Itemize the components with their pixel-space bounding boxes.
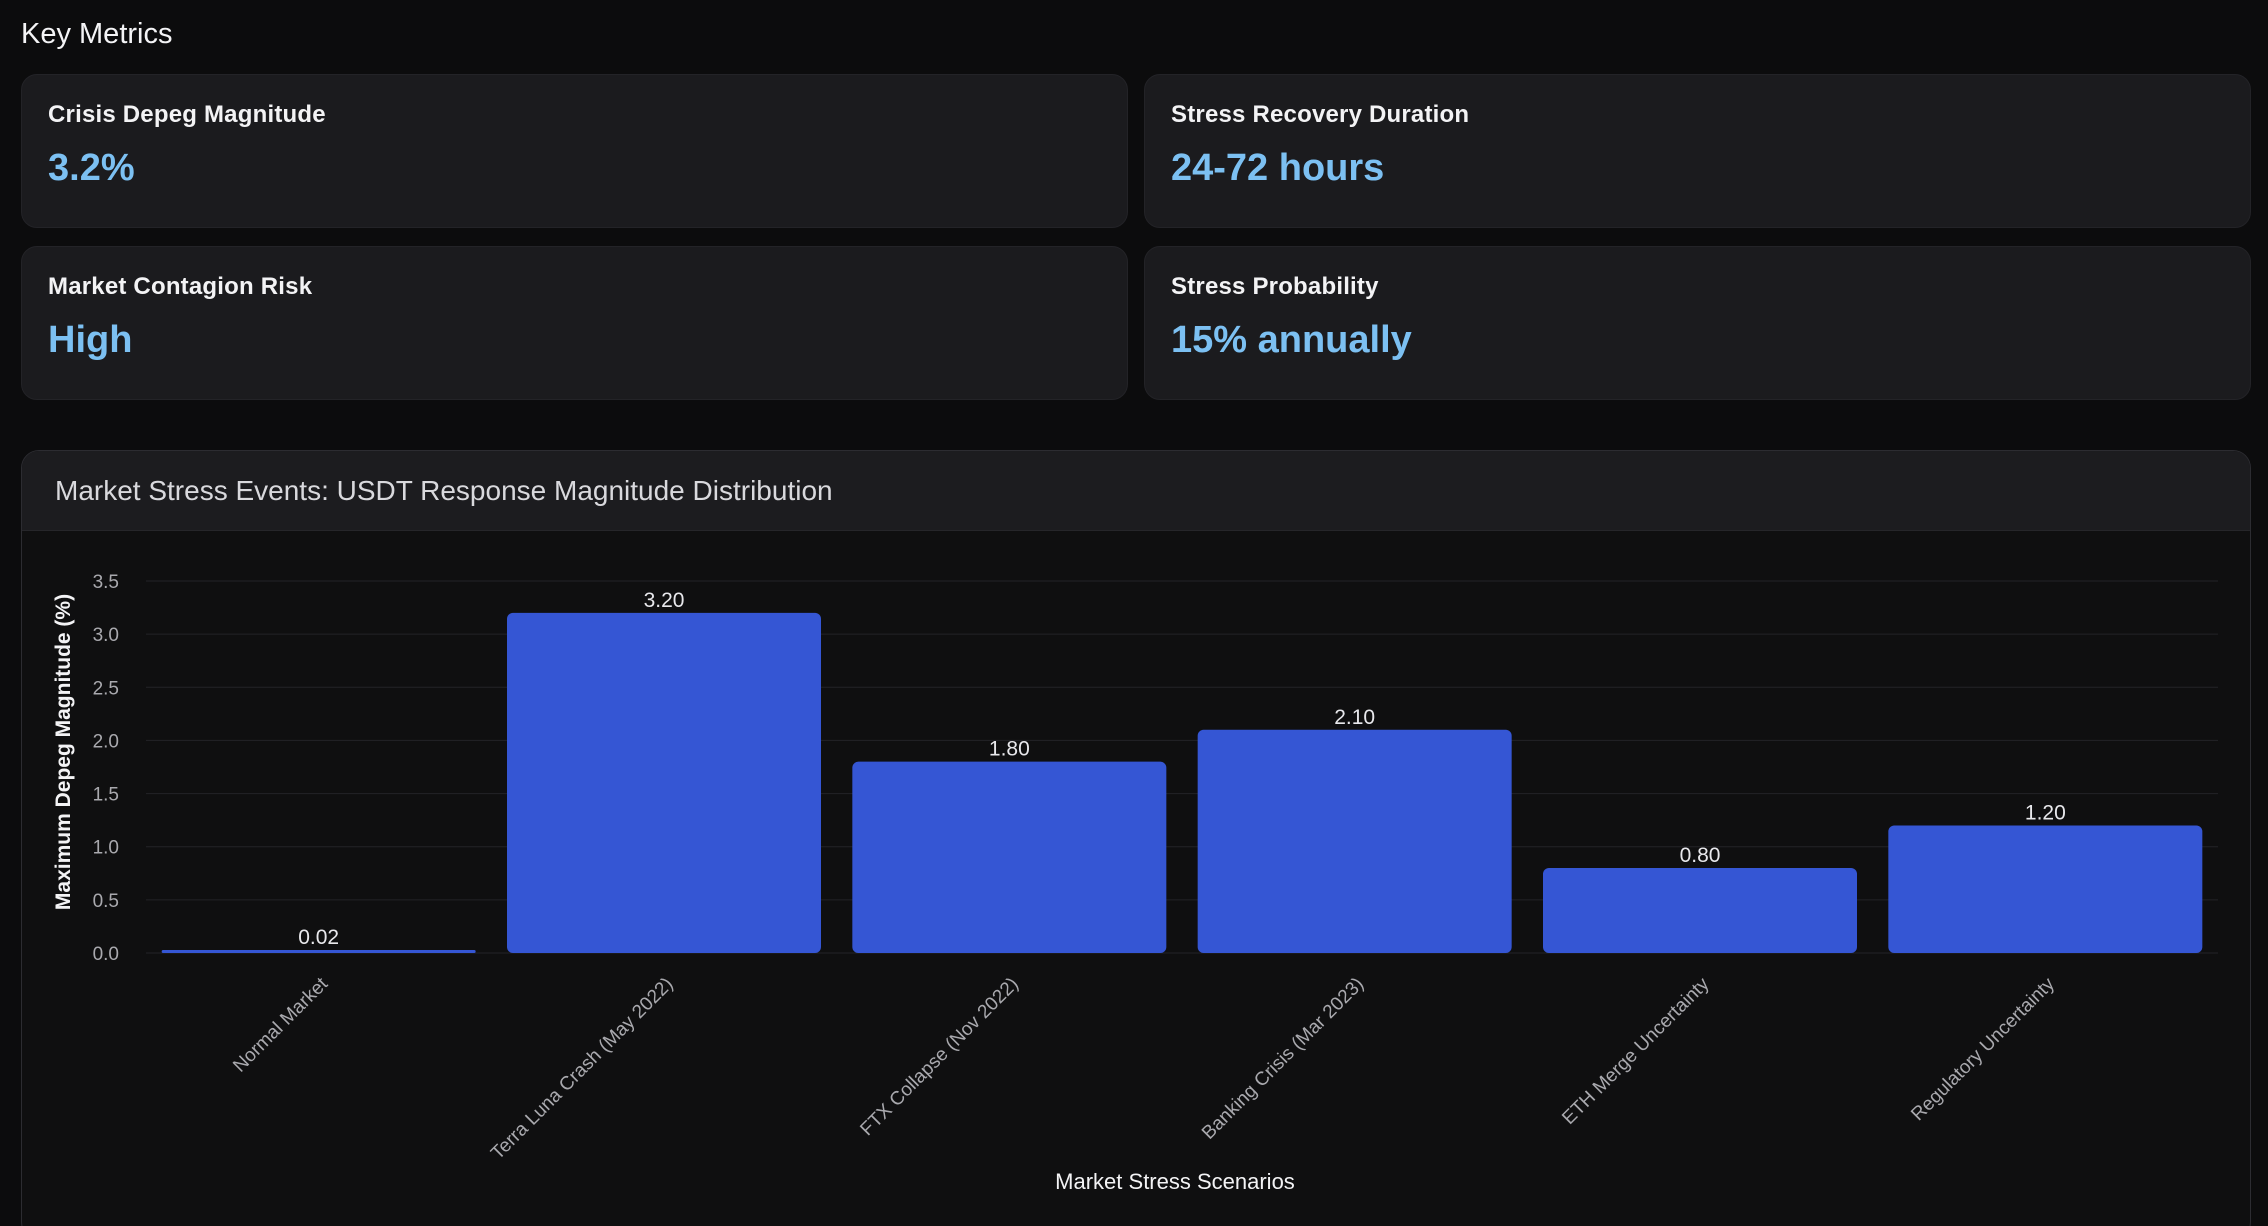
data-label: 0.02	[298, 926, 339, 949]
metric-card-stress-probability: Stress Probability 15% annually	[1144, 246, 2251, 400]
metric-value: 24-72 hours	[1171, 147, 1385, 189]
bar-layer	[161, 612, 2203, 953]
y-tick-label: 2.0	[93, 731, 119, 752]
x-tick-label: FTX Collapse (Nov 2022)	[856, 974, 1022, 1140]
bar[interactable]	[1543, 867, 1857, 953]
metric-label: Stress Recovery Duration	[1171, 101, 1470, 128]
chart-title: Market Stress Events: USDT Response Magn…	[55, 474, 833, 506]
metric-card-crisis-depeg: Crisis Depeg Magnitude 3.2%	[21, 74, 1128, 228]
bar[interactable]	[1197, 729, 1512, 953]
metrics-grid: Crisis Depeg Magnitude 3.2% Stress Recov…	[21, 74, 2251, 400]
y-tick-label: 3.5	[93, 572, 119, 593]
y-tick-layer: 0.0 0.5 1.0 1.5 2.0 2.5 3.0 3.5	[93, 572, 119, 965]
section-title: Key Metrics	[21, 18, 173, 50]
metric-card-contagion-risk: Market Contagion Risk High	[21, 246, 1128, 400]
chart-header: Market Stress Events: USDT Response Magn…	[22, 451, 2250, 531]
data-label: 1.20	[2025, 801, 2066, 824]
bar-chart: 0.02 3.20 1.80 2.10 0.80 1.20 0.0 0.5 1.0 1.5 2.0…	[52, 572, 2218, 1194]
y-tick-label: 1.0	[93, 838, 119, 859]
y-tick-label: 0.5	[93, 891, 119, 912]
bar[interactable]	[161, 950, 476, 953]
metric-label: Crisis Depeg Magnitude	[48, 101, 326, 128]
x-tick-layer: Normal Market Terra Luna Crash (May 2022)…	[229, 973, 2059, 1164]
x-tick-label: Terra Luna Crash (May 2022)	[487, 974, 677, 1164]
chart-card: Market Stress Events: USDT Response Magn…	[21, 450, 2251, 1226]
y-tick-label: 0.0	[93, 944, 119, 965]
y-tick-label: 3.0	[93, 625, 119, 646]
y-tick-label: 2.5	[93, 678, 119, 699]
label-layer: 0.02 3.20 1.80 2.10 0.80 1.20	[298, 589, 2066, 949]
bar[interactable]	[852, 761, 1167, 953]
x-tick-label: Banking Crisis (Mar 2023)	[1198, 974, 1368, 1144]
metric-label: Market Contagion Risk	[48, 273, 313, 300]
data-label: 3.20	[644, 589, 685, 612]
bar[interactable]	[1888, 825, 2203, 953]
data-label: 0.80	[1680, 844, 1721, 867]
data-label: 2.10	[1334, 706, 1375, 729]
metric-value: 15% annually	[1171, 319, 1412, 361]
metric-label: Stress Probability	[1171, 273, 1379, 300]
metric-value: High	[48, 319, 133, 361]
chart-body: 0.02 3.20 1.80 2.10 0.80 1.20 0.0 0.5 1.0 1.5 2.0…	[22, 531, 2250, 1226]
grid-layer	[146, 580, 2218, 954]
x-axis-title: Market Stress Scenarios	[1055, 1169, 1295, 1194]
y-axis-title: Maximum Depeg Magnitude (%)	[52, 594, 75, 910]
bar[interactable]	[507, 612, 821, 953]
data-label: 1.80	[989, 738, 1030, 761]
y-tick-label: 1.5	[93, 785, 119, 806]
metric-value: 3.2%	[48, 147, 135, 189]
x-tick-label: Normal Market	[229, 973, 332, 1076]
metric-card-recovery-duration: Stress Recovery Duration 24-72 hours	[1144, 74, 2251, 228]
x-tick-label: Regulatory Uncertainty	[1907, 973, 2059, 1125]
x-tick-label: ETH Merge Uncertainty	[1558, 973, 1714, 1129]
